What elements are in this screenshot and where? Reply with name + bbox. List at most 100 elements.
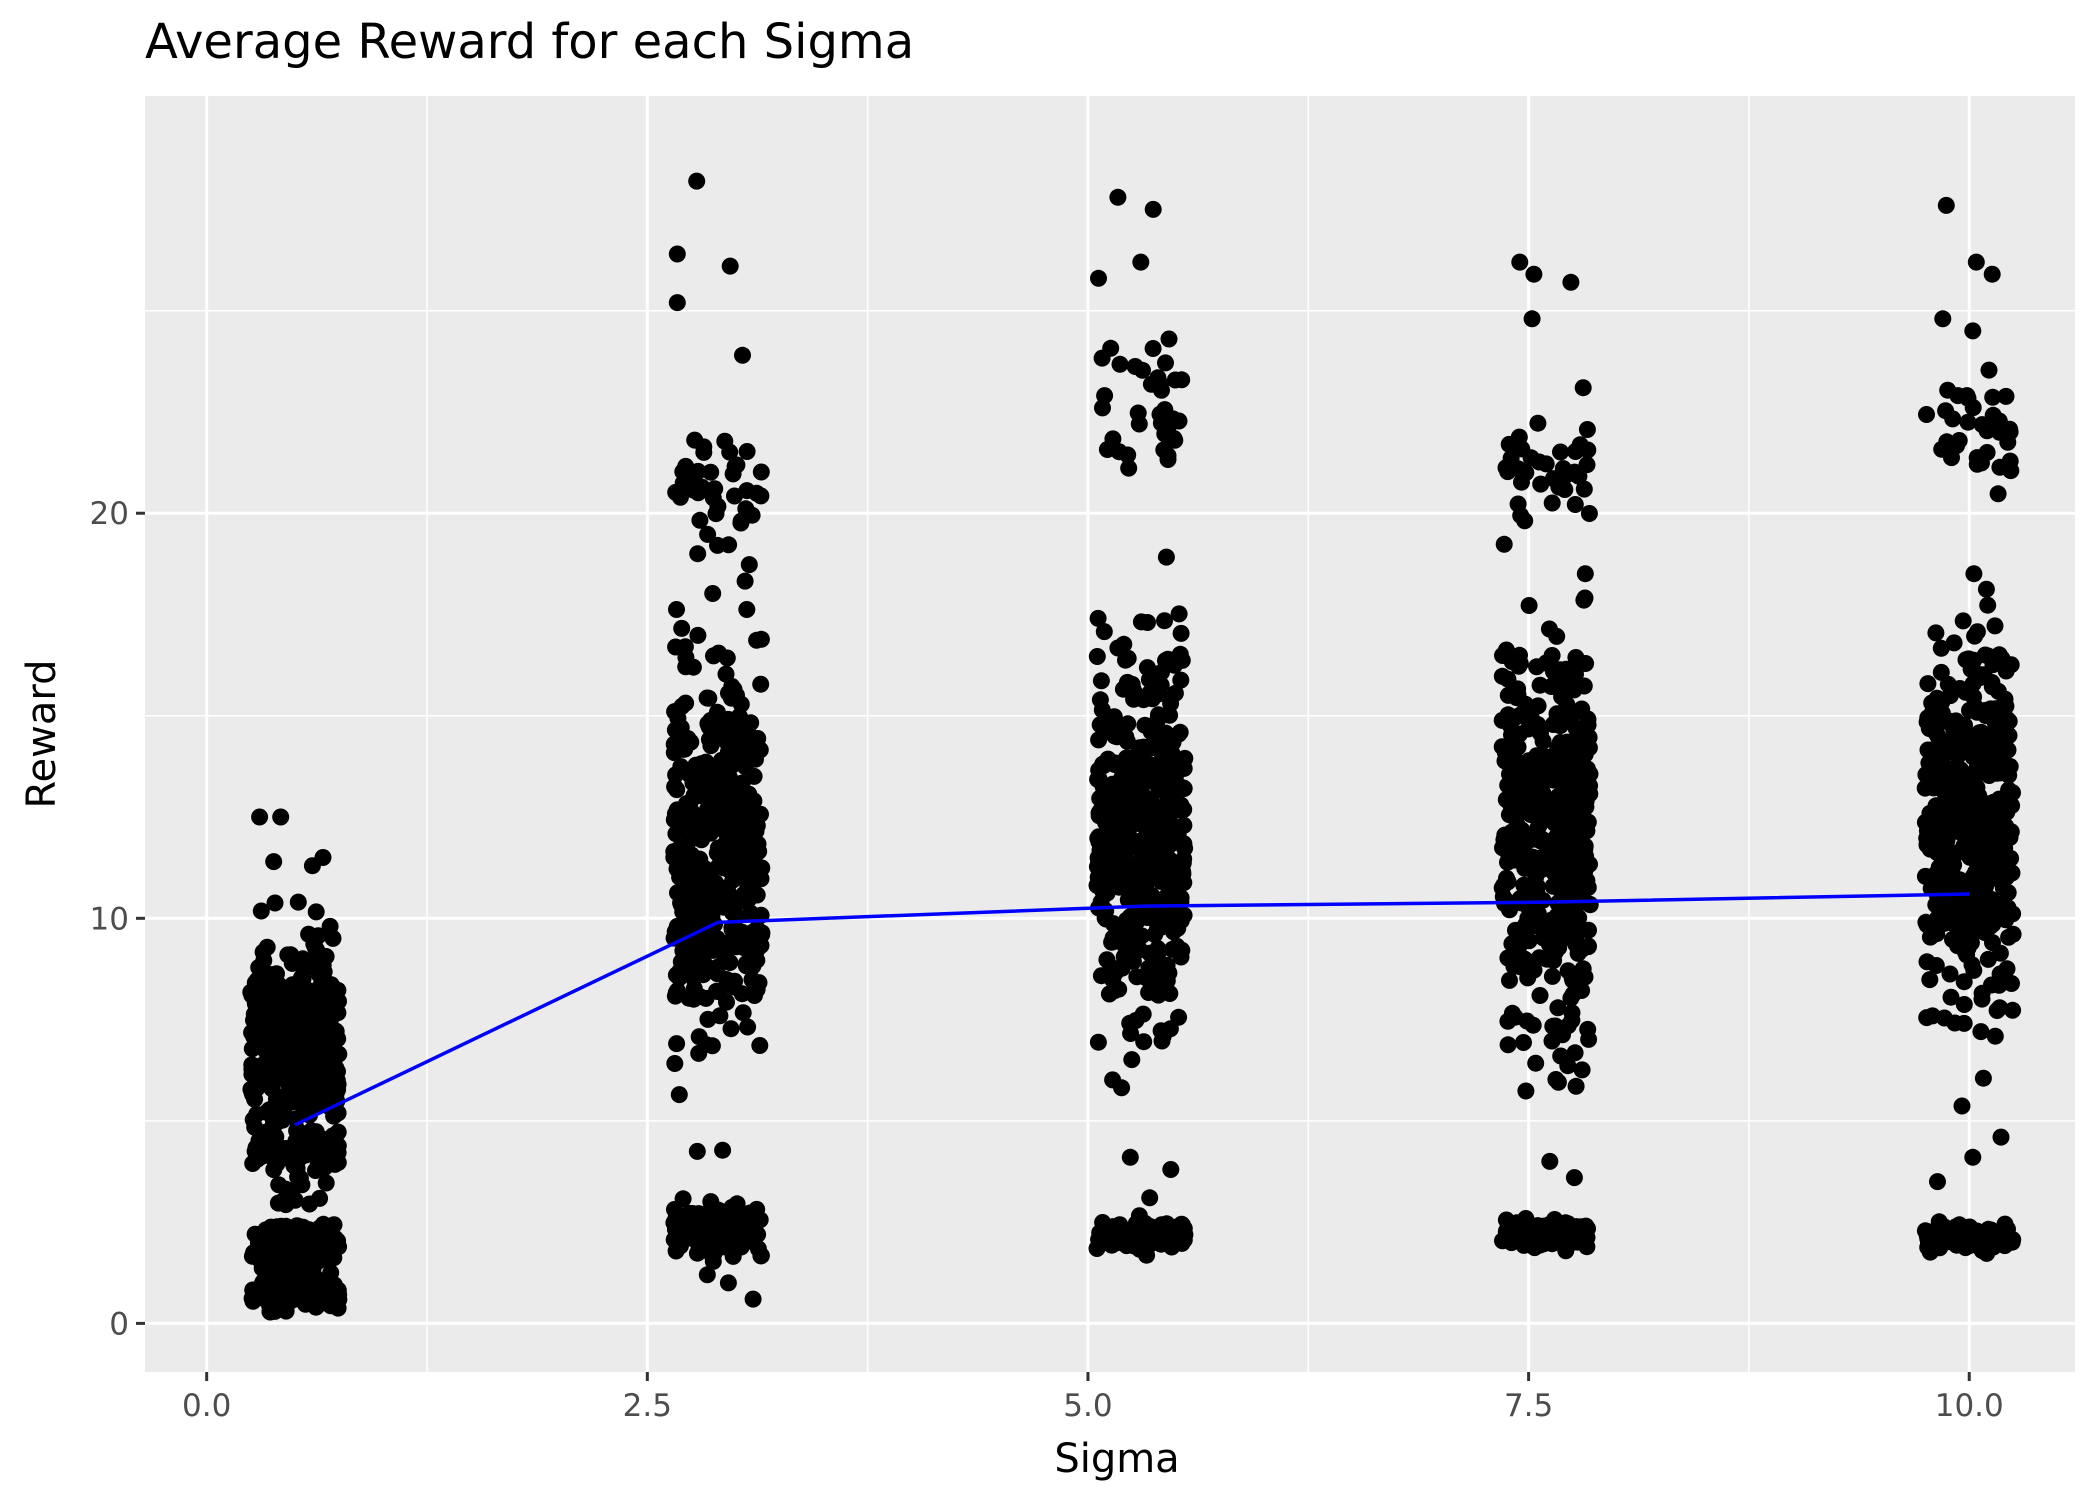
data-point xyxy=(1145,773,1163,791)
data-point xyxy=(732,695,750,713)
data-point xyxy=(691,511,709,529)
data-point xyxy=(1167,772,1184,790)
x-axis-title: Sigma xyxy=(1054,1436,1179,1482)
data-point xyxy=(1976,646,1994,664)
data-point xyxy=(329,1154,347,1171)
data-point xyxy=(1977,852,1995,870)
data-point xyxy=(294,950,312,968)
data-point xyxy=(1172,624,1190,642)
data-point xyxy=(1162,1223,1180,1241)
data-point xyxy=(1545,663,1562,681)
data-point xyxy=(300,925,318,943)
data-point xyxy=(245,1244,262,1262)
data-point xyxy=(1531,676,1549,694)
data-point xyxy=(748,817,766,835)
data-point xyxy=(752,487,770,505)
data-point xyxy=(1534,929,1552,947)
data-point xyxy=(676,959,694,977)
data-point xyxy=(739,1018,757,1036)
data-point xyxy=(289,893,307,911)
data-point xyxy=(1144,340,1162,357)
data-point xyxy=(683,907,701,924)
data-point xyxy=(1580,505,1598,522)
data-point xyxy=(1983,265,2001,283)
data-point xyxy=(1518,1012,1536,1030)
data-point xyxy=(1945,634,1963,652)
data-point xyxy=(254,943,272,961)
data-point xyxy=(321,917,339,935)
data-point xyxy=(1133,875,1151,893)
data-point xyxy=(719,882,737,900)
data-point xyxy=(282,1015,300,1033)
data-point xyxy=(2001,423,2019,441)
data-point xyxy=(1986,617,2004,635)
data-point xyxy=(1166,431,1184,449)
data-point xyxy=(302,1089,319,1107)
data-point xyxy=(1543,494,1561,512)
data-point xyxy=(1161,985,1179,1002)
data-point xyxy=(722,1020,740,1038)
data-point xyxy=(2002,849,2020,867)
data-point xyxy=(1559,1017,1577,1035)
data-point xyxy=(1929,1173,1946,1191)
data-point xyxy=(1115,948,1133,966)
data-point xyxy=(1516,512,1534,530)
data-point xyxy=(702,463,720,481)
data-point xyxy=(1132,253,1150,271)
data-point xyxy=(733,854,751,872)
data-point xyxy=(266,894,284,912)
data-point xyxy=(1525,265,1543,283)
data-point xyxy=(1091,1224,1109,1242)
data-point xyxy=(1135,1033,1153,1051)
data-point xyxy=(1978,909,1996,927)
data-point xyxy=(709,536,726,554)
data-point xyxy=(709,497,727,515)
data-point xyxy=(1499,1036,1517,1054)
data-point xyxy=(329,1004,347,1022)
data-point xyxy=(1109,1230,1127,1248)
data-point xyxy=(1986,1027,2004,1045)
data-point xyxy=(1165,758,1182,776)
data-point xyxy=(1555,469,1573,486)
data-point xyxy=(1921,971,1939,989)
data-point xyxy=(666,987,684,1005)
data-point xyxy=(1937,196,1955,214)
data-point xyxy=(1989,682,2007,700)
data-point xyxy=(1122,909,1140,927)
data-point xyxy=(668,1035,686,1053)
data-point xyxy=(1972,797,1990,815)
data-point xyxy=(1551,864,1569,882)
data-point xyxy=(1978,1244,1996,1262)
data-point xyxy=(266,1031,284,1049)
data-point xyxy=(1995,805,2013,823)
data-point xyxy=(1104,430,1122,448)
data-point xyxy=(2000,727,2018,744)
data-point xyxy=(1574,379,1592,397)
data-point xyxy=(734,346,751,364)
data-point xyxy=(1529,414,1547,432)
data-point xyxy=(1965,961,1983,979)
data-point xyxy=(1567,1232,1585,1250)
data-point xyxy=(1546,943,1564,961)
data-point xyxy=(736,572,754,590)
data-point xyxy=(1957,925,1975,943)
data-point xyxy=(1497,641,1515,659)
data-point xyxy=(1091,841,1109,859)
data-point xyxy=(1558,733,1576,751)
x-tick-label: 10.0 xyxy=(1935,1388,2004,1424)
data-point xyxy=(1516,859,1534,877)
data-point xyxy=(1149,720,1166,738)
data-point xyxy=(1549,1222,1567,1240)
data-point xyxy=(1918,953,1936,971)
data-point xyxy=(1963,841,1980,859)
data-point xyxy=(1566,915,1584,933)
data-point xyxy=(1132,741,1150,759)
data-point xyxy=(248,1150,266,1168)
data-point xyxy=(2004,925,2022,943)
data-point xyxy=(673,919,691,937)
data-point xyxy=(1956,716,1973,734)
data-point xyxy=(1144,200,1162,218)
data-point xyxy=(1944,931,1961,948)
data-point xyxy=(288,1033,306,1051)
